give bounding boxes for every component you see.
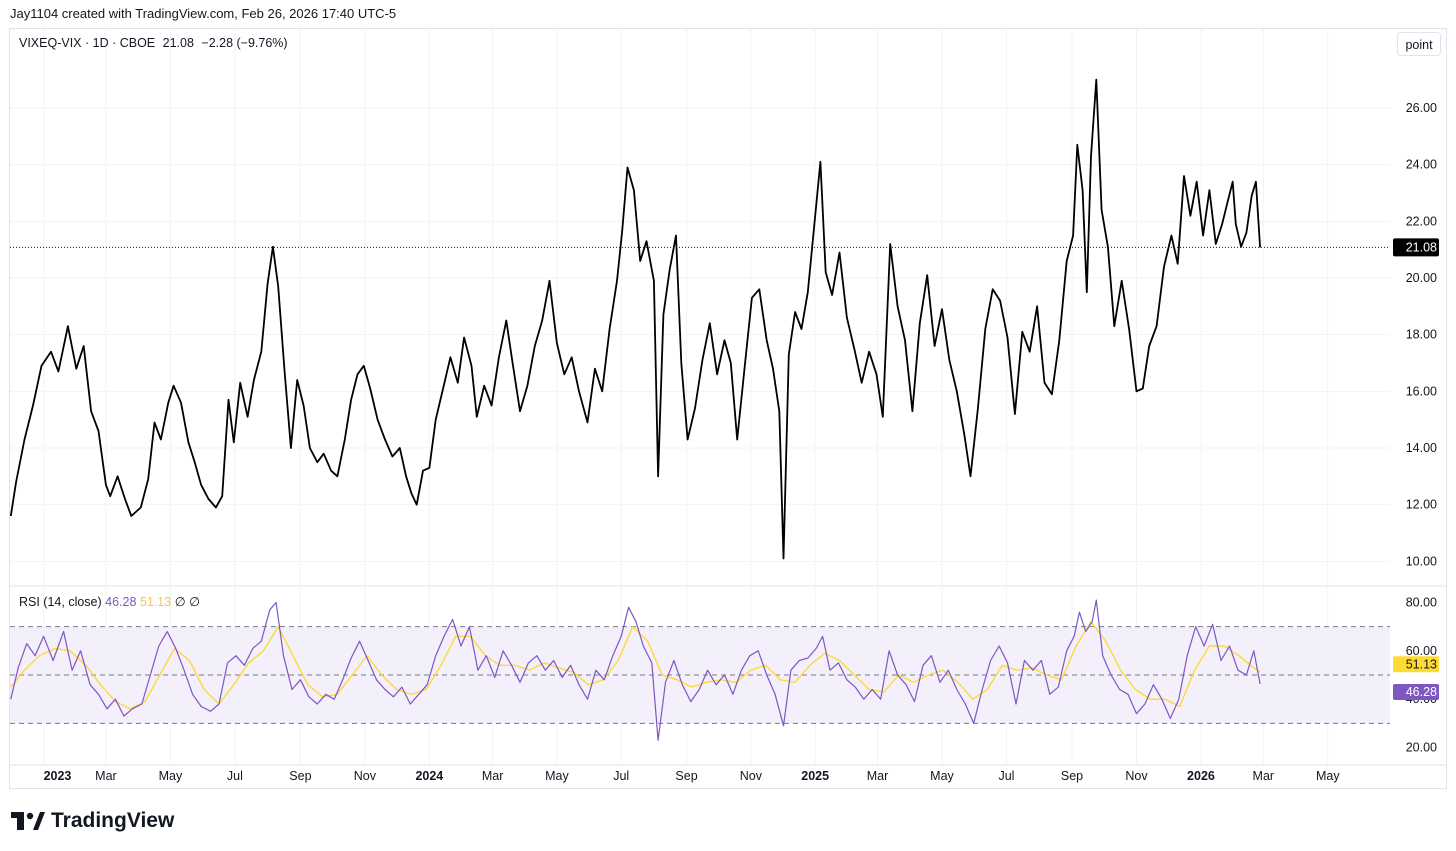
price-tick-label: 24.00 xyxy=(1406,158,1437,172)
rsi-ma-tag-label: 51.13 xyxy=(1406,657,1437,671)
rsi-legend[interactable]: RSI (14, close) 46.28 51.13 ∅ ∅ xyxy=(19,594,200,609)
rsi-line xyxy=(10,599,1261,741)
x-tick-label: May xyxy=(930,769,954,783)
chart-attribution: Jay1104 created with TradingView.com, Fe… xyxy=(10,6,397,21)
price-tick-label: 14.00 xyxy=(1406,441,1437,455)
x-tick-label: May xyxy=(545,769,569,783)
x-tick-label: Mar xyxy=(95,769,117,783)
price-series-line xyxy=(9,78,1261,560)
x-tick-label: Mar xyxy=(1253,769,1275,783)
price-tick-label: 12.00 xyxy=(1406,498,1437,512)
x-tick-label: Sep xyxy=(289,769,311,783)
x-tick-label: Jul xyxy=(613,769,629,783)
x-tick-label: Sep xyxy=(675,769,697,783)
rsi-tick-label: 80.00 xyxy=(1406,596,1437,610)
last-price-tag xyxy=(1393,238,1439,257)
price-gridlines xyxy=(10,107,1390,562)
rsi-tag-label: 46.28 xyxy=(1406,685,1437,699)
legend-change: −2.28 (−9.76%) xyxy=(201,36,288,50)
x-tick-label: Mar xyxy=(867,769,889,783)
rsi-ma-tag xyxy=(1393,656,1439,673)
x-tick-label: 2026 xyxy=(1187,769,1215,783)
x-tick-label: Mar xyxy=(482,769,504,783)
brand-name: TradingView xyxy=(51,809,175,832)
x-tick-label: 2024 xyxy=(415,769,443,783)
rsi-legend-extra-2: ∅ xyxy=(189,595,200,609)
scale-mode-button[interactable]: point xyxy=(1397,32,1441,56)
price-tick-label: 16.00 xyxy=(1406,384,1437,398)
legend-last: 21.08 xyxy=(162,36,194,50)
price-tick-label: 20.00 xyxy=(1406,271,1437,285)
x-tick-label: Jul xyxy=(227,769,243,783)
x-tick-label: Jul xyxy=(998,769,1014,783)
x-tick-label: Nov xyxy=(740,769,763,783)
x-tick-label: May xyxy=(1316,769,1340,783)
rsi-legend-extra-1: ∅ xyxy=(174,595,186,609)
last-price-tag-label: 21.08 xyxy=(1406,240,1437,254)
x-tick-label: Nov xyxy=(1125,769,1148,783)
brand[interactable]: TradingView xyxy=(11,809,174,833)
rsi-legend-ma-value: 51.13 xyxy=(139,595,172,609)
price-tick-label: 10.00 xyxy=(1406,554,1437,568)
rsi-legend-label: RSI (14, close) xyxy=(19,595,102,609)
chart-frame xyxy=(9,28,1447,789)
x-tick-label: 2023 xyxy=(44,769,72,783)
legend-symbol: VIXEQ-VIX · 1D · CBOE xyxy=(19,36,156,50)
price-tick-label: 26.00 xyxy=(1406,101,1437,115)
rsi-tick-label: 20.00 xyxy=(1406,741,1437,755)
rsi-tick-label: 60.00 xyxy=(1406,644,1437,658)
x-tick-label: 2025 xyxy=(801,769,829,783)
x-tick-label: May xyxy=(159,769,183,783)
x-tick-label: Nov xyxy=(354,769,377,783)
rsi-legend-value: 46.28 xyxy=(105,595,137,609)
tradingview-logo-icon xyxy=(11,812,45,830)
rsi-tag xyxy=(1393,683,1439,700)
x-tick-label: Sep xyxy=(1061,769,1083,783)
price-legend[interactable]: VIXEQ-VIX · 1D · CBOE 21.08 −2.28 (−9.76… xyxy=(19,36,292,50)
price-tick-label: 22.00 xyxy=(1406,214,1437,228)
price-tick-label: 18.00 xyxy=(1406,328,1437,342)
